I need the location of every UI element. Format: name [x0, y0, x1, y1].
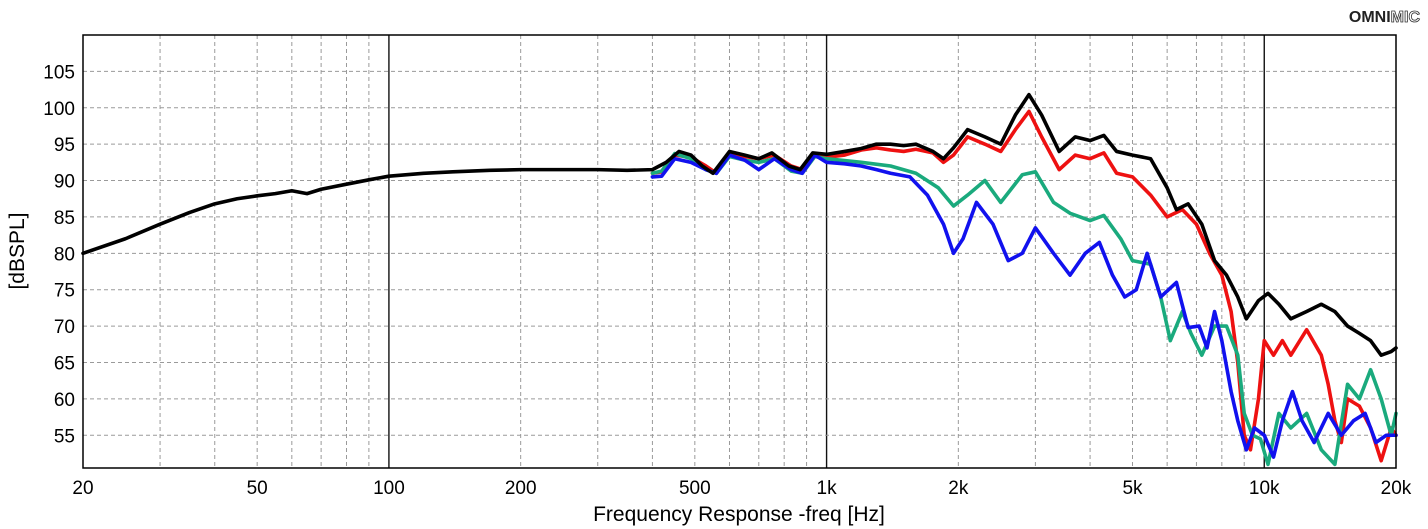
x-tick-label: 500 [679, 478, 711, 499]
x-tick-label: 200 [505, 478, 537, 499]
series-layer [81, 92, 1398, 467]
y-axis-title: [dBSPL] [6, 212, 29, 289]
brand-bold: OMNI [1349, 9, 1391, 26]
y-tick-label: 75 [54, 281, 75, 302]
y-tick-label: 100 [43, 99, 75, 120]
y-tick-label: 90 [54, 172, 75, 193]
y-tick-label: 70 [54, 317, 75, 338]
brand-outline: MIC [1391, 9, 1421, 26]
y-tick-label: 105 [43, 62, 75, 83]
plot-frame [82, 34, 1397, 469]
x-tick-labels: 20 50 100 200 500 1k 2k 5k 10k 20k [72, 478, 1411, 499]
series-line-1 [81, 92, 1398, 357]
y-tick-label: 85 [54, 208, 75, 229]
x-tick-label: 20 [72, 478, 93, 499]
x-tick-label: 5k [1122, 478, 1143, 499]
x-tick-label: 100 [373, 478, 405, 499]
y-tick-label: 60 [54, 390, 75, 411]
x-tick-label: 1k [817, 478, 838, 499]
y-tick-label: 65 [54, 353, 75, 374]
omnimic-logo: OMNIMIC [1349, 9, 1421, 27]
y-tick-labels: 55 60 65 70 75 80 85 90 95 100 105 [43, 62, 75, 447]
y-tick-label: 55 [54, 426, 75, 447]
series-line-4 [650, 153, 1398, 459]
y-tick-label: 95 [54, 135, 75, 156]
x-tick-label: 20k [1381, 478, 1412, 499]
x-tick-label: 10k [1249, 478, 1280, 499]
svg-text:OMNIMIC: OMNIMIC [1349, 9, 1421, 26]
x-axis-title: Frequency Response -freq [Hz] [593, 503, 885, 526]
y-tick-label: 80 [54, 244, 75, 265]
x-tick-label: 2k [948, 478, 969, 499]
x-tick-label: 50 [247, 478, 268, 499]
